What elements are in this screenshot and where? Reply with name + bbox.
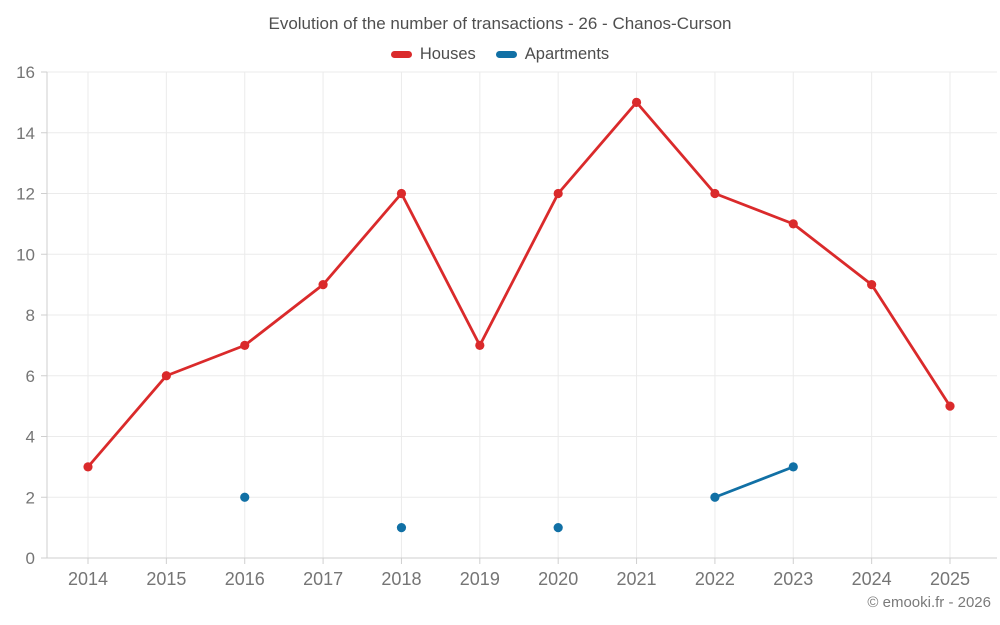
svg-text:2024: 2024 bbox=[852, 569, 892, 589]
svg-text:2020: 2020 bbox=[538, 569, 578, 589]
svg-text:6: 6 bbox=[26, 367, 35, 386]
svg-text:2023: 2023 bbox=[773, 569, 813, 589]
legend: Houses Apartments bbox=[0, 45, 1000, 64]
copyright-credit: © emooki.fr - 2026 bbox=[867, 594, 991, 611]
svg-text:0: 0 bbox=[26, 549, 35, 568]
svg-text:16: 16 bbox=[16, 63, 35, 82]
svg-text:2018: 2018 bbox=[381, 569, 421, 589]
svg-text:2: 2 bbox=[26, 488, 35, 507]
legend-label-houses: Houses bbox=[419, 45, 476, 63]
svg-text:2017: 2017 bbox=[303, 569, 343, 589]
svg-text:2019: 2019 bbox=[460, 569, 500, 589]
svg-text:2015: 2015 bbox=[146, 569, 186, 589]
legend-label-apartments: Apartments bbox=[524, 45, 610, 63]
svg-text:2014: 2014 bbox=[68, 569, 108, 589]
svg-text:14: 14 bbox=[16, 124, 35, 143]
svg-text:2016: 2016 bbox=[225, 569, 265, 589]
svg-text:10: 10 bbox=[16, 245, 35, 264]
legend-item-houses[interactable]: Houses bbox=[390, 45, 476, 64]
apartments-swatch-icon bbox=[495, 51, 517, 58]
svg-text:2022: 2022 bbox=[695, 569, 735, 589]
svg-text:4: 4 bbox=[26, 428, 35, 447]
svg-text:12: 12 bbox=[16, 185, 35, 204]
houses-swatch-icon bbox=[390, 51, 412, 58]
svg-text:8: 8 bbox=[26, 306, 35, 325]
svg-text:2025: 2025 bbox=[930, 569, 970, 589]
svg-text:2021: 2021 bbox=[617, 569, 657, 589]
chart-title: Evolution of the number of transactions … bbox=[268, 14, 732, 33]
legend-item-apartments[interactable]: Apartments bbox=[495, 45, 610, 64]
